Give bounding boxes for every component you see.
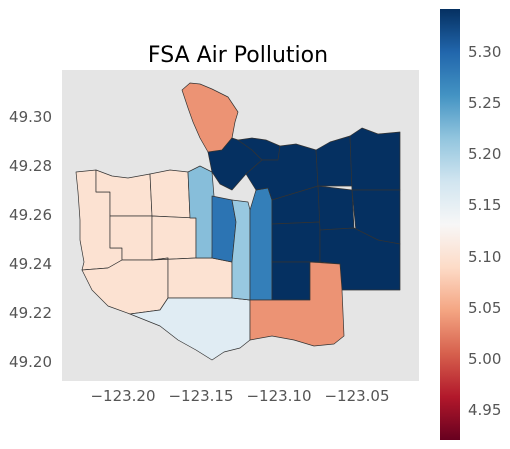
region-victoria-fraserview — [249, 261, 345, 347]
x-tick-label: −123.15 — [168, 387, 233, 405]
colorbar-ticks: 5.30 5.25 5.20 5.15 5.10 5.05 5.00 4.95 — [468, 43, 501, 419]
x-axis: −123.20 −123.15 −123.10 −123.05 — [90, 387, 389, 405]
y-tick-label: 49.22 — [9, 304, 52, 322]
y-axis: 49.30 49.28 49.26 49.24 49.22 49.20 — [9, 108, 52, 371]
x-tick-label: −123.20 — [90, 387, 155, 405]
fsa-regions — [75, 82, 401, 361]
y-tick-label: 49.28 — [9, 157, 52, 175]
colorbar-tick-label: 5.00 — [468, 350, 501, 368]
region-renfrew — [317, 185, 355, 231]
colorbar-tick-label: 5.20 — [468, 145, 501, 163]
region-south-cambie — [231, 199, 251, 301]
region-mount-pleasant-west — [211, 195, 237, 263]
region-killarney-north — [319, 227, 401, 291]
chart-title: FSA Air Pollution — [148, 43, 328, 68]
y-tick-label: 49.30 — [9, 108, 52, 126]
region-sunset — [271, 261, 311, 301]
y-tick-label: 49.24 — [9, 255, 52, 273]
colorbar-tick-label: 5.30 — [468, 43, 501, 61]
colorbar-tick-label: 5.05 — [468, 299, 501, 317]
region-kensington — [271, 221, 321, 263]
region-riley-park — [249, 187, 273, 301]
region-kitsilano-east — [149, 169, 191, 219]
y-tick-label: 49.26 — [9, 206, 52, 224]
colorbar-tick-label: 4.95 — [468, 401, 501, 419]
colorbar-tick-label: 5.25 — [468, 94, 501, 112]
y-tick-label: 49.20 — [9, 353, 52, 371]
region-arbutus — [151, 215, 197, 261]
x-tick-label: −123.10 — [246, 387, 311, 405]
x-tick-label: −123.05 — [324, 387, 389, 405]
colorbar — [440, 9, 460, 440]
colorbar-tick-label: 5.10 — [468, 248, 501, 266]
colorbar-tick-label: 5.15 — [468, 196, 501, 214]
region-hastings-east — [349, 127, 401, 191]
